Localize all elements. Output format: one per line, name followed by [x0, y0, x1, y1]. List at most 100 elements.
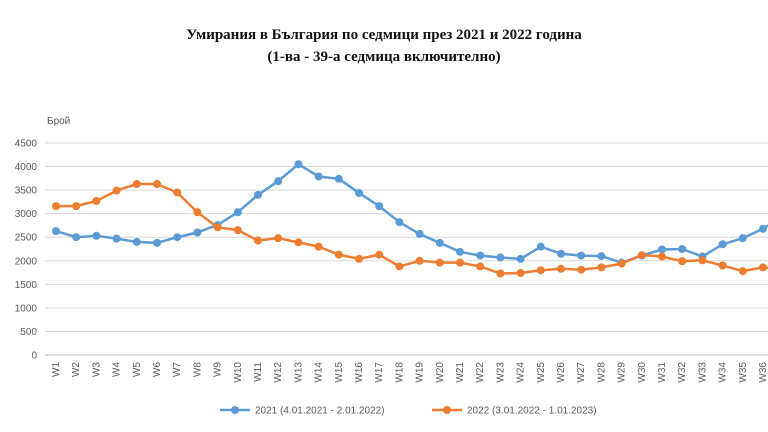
data-point [355, 188, 363, 197]
x-tick-label: W29 [617, 362, 628, 383]
x-tick-label: W36 [758, 362, 768, 383]
data-point [516, 269, 525, 278]
data-point [314, 172, 323, 181]
data-point [173, 233, 182, 242]
x-tick-label: W13 [293, 362, 304, 383]
data-point [294, 238, 303, 247]
x-tick-labels: W1 W2 W3 W4 W5 W6 W7 W8 W9 W10 W11 W12 W13 W14 W15 W16 W… [51, 362, 768, 383]
data-point [334, 250, 343, 259]
x-tick-label: W31 [657, 362, 668, 383]
x-tick-label: W19 [415, 362, 426, 383]
data-point [557, 249, 565, 258]
data-point [456, 247, 464, 256]
data-point [52, 202, 60, 211]
x-tick-label: W14 [314, 362, 325, 383]
y-tick-label: 1500 [15, 280, 38, 291]
y-tick-label: 4000 [15, 162, 38, 173]
data-point [254, 190, 262, 199]
x-tick-label: W18 [394, 362, 405, 383]
data-point [577, 265, 586, 274]
x-tick-label: W23 [495, 362, 506, 383]
data-point [193, 208, 202, 217]
data-point [52, 227, 60, 236]
x-tick-label: W6 [152, 362, 163, 377]
chart-title-block: Умирания в България по седмици през 2021… [0, 24, 768, 68]
data-point [536, 266, 545, 275]
data-point [153, 179, 161, 188]
x-tick-label: W25 [536, 362, 547, 383]
data-point [577, 251, 586, 260]
data-point [557, 264, 565, 273]
data-point [718, 261, 727, 270]
y-tick-label: 2500 [15, 233, 38, 244]
data-point [72, 233, 81, 242]
data-point [516, 254, 525, 263]
data-point [213, 223, 222, 232]
data-point [274, 177, 283, 186]
chart-title: Умирания в България по седмици през 2021… [186, 27, 582, 43]
x-tick-label: W35 [738, 362, 749, 383]
data-point [678, 245, 687, 253]
data-point [153, 238, 161, 247]
x-tick-label: W4 [112, 362, 123, 377]
data-point [233, 226, 242, 235]
data-point [375, 202, 384, 211]
x-tick-label: W16 [354, 362, 365, 383]
data-point [759, 263, 767, 272]
data-point [476, 251, 485, 260]
y-tick-labels: 0 500 1000 1500 2000 2500 3000 3500 4000 4500 [15, 139, 38, 362]
x-tick-label: W10 [233, 362, 244, 383]
x-tick-label: W8 [192, 362, 203, 377]
x-tick-label: W28 [596, 362, 607, 383]
x-tick-label: W7 [172, 362, 183, 377]
data-point [375, 250, 384, 259]
data-point [435, 238, 444, 247]
x-tick-label: W30 [637, 362, 648, 383]
x-tick-label: W21 [455, 362, 466, 383]
data-point [395, 218, 404, 227]
x-tick-label: W17 [374, 362, 385, 383]
legend-entry: 2021 (4.01.2021 - 2.01.2022) [255, 406, 385, 417]
x-tick-label: W26 [556, 362, 567, 383]
data-point [637, 251, 646, 260]
data-point [597, 263, 606, 272]
data-point [92, 231, 101, 240]
y-tick-label: 1000 [15, 303, 38, 314]
data-point [92, 196, 101, 205]
y-tick-label: 0 [31, 351, 37, 362]
x-tick-label: W15 [334, 362, 345, 383]
chart-subtitle: (1-ва - 39-а седмица включително) [267, 49, 501, 65]
data-point [314, 242, 323, 251]
data-point [294, 160, 303, 169]
x-tick-label: W5 [132, 362, 143, 377]
data-point [718, 240, 727, 249]
x-tick-label: W11 [253, 362, 264, 382]
legend-marker [443, 406, 451, 414]
series-lines [52, 160, 768, 278]
data-point [658, 252, 666, 261]
data-point [678, 257, 687, 266]
data-point [658, 245, 666, 254]
data-point [193, 228, 202, 237]
x-tick-label: W24 [516, 362, 527, 383]
data-point [112, 186, 121, 195]
x-tick-label: W2 [71, 362, 82, 377]
x-tick-label: W20 [435, 362, 446, 383]
data-point [536, 242, 545, 251]
x-tick-label: W22 [475, 362, 486, 383]
legend: 2021 (4.01.2021 - 2.01.2022) 2022 (3.01.2… [220, 406, 597, 417]
data-point [395, 262, 404, 271]
x-tick-label: W9 [213, 362, 224, 377]
data-point [254, 236, 262, 245]
x-tick-label: W32 [677, 362, 688, 383]
data-point [496, 269, 505, 278]
y-axis-label: Брой [47, 116, 70, 127]
x-tick-label: W12 [273, 362, 284, 383]
data-point [132, 179, 141, 188]
data-point [617, 259, 626, 268]
data-point [72, 202, 81, 211]
y-tick-label: 500 [20, 327, 37, 338]
y-tick-label: 3500 [15, 186, 38, 197]
data-point [274, 234, 283, 243]
